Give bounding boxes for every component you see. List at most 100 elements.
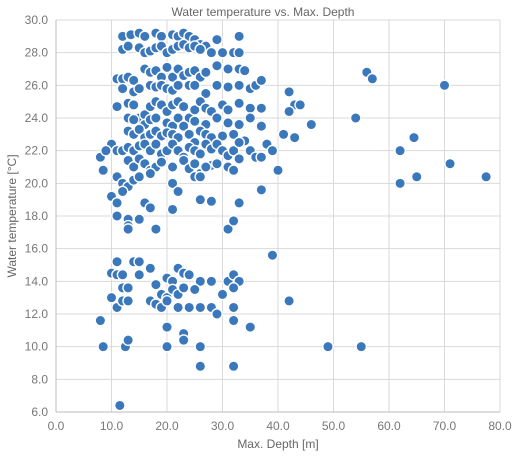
- data-point: [244, 321, 257, 333]
- data-point: [122, 281, 135, 294]
- data-point: [188, 79, 201, 92]
- data-point: [122, 40, 135, 53]
- data-point: [233, 46, 246, 59]
- data-point: [199, 161, 212, 173]
- data-point: [97, 340, 110, 353]
- data-point: [277, 128, 290, 141]
- data-point: [233, 197, 246, 209]
- data-point: [205, 46, 218, 59]
- data-point: [244, 112, 257, 124]
- data-point: [444, 157, 456, 170]
- data-point: [177, 120, 190, 133]
- data-point: [194, 193, 207, 206]
- data-point: [161, 340, 173, 353]
- data-point: [122, 334, 135, 347]
- data-point: [144, 167, 157, 180]
- y-tick-label: 30.0: [25, 13, 49, 27]
- y-axis-title: Water temperature [°C]: [5, 154, 19, 277]
- data-point: [133, 268, 146, 281]
- x-tick-label: 50.0: [322, 419, 346, 433]
- y-tick-label: 10.0: [25, 340, 49, 354]
- data-point: [166, 203, 179, 216]
- data-point: [199, 66, 212, 79]
- data-point: [255, 120, 268, 133]
- data-point: [133, 123, 146, 136]
- data-point: [183, 128, 196, 141]
- data-point: [116, 268, 129, 281]
- data-point: [205, 195, 218, 208]
- data-point: [408, 131, 420, 144]
- data-point: [166, 177, 179, 190]
- data-point: [161, 61, 173, 74]
- data-point: [172, 301, 185, 314]
- data-point: [233, 79, 246, 92]
- data-point: [97, 164, 110, 177]
- y-tick-label: 8.0: [31, 372, 48, 386]
- data-point: [172, 185, 185, 198]
- data-point: [438, 79, 451, 92]
- data-point: [266, 144, 279, 157]
- data-points: [94, 27, 493, 412]
- data-point: [227, 301, 240, 314]
- data-point: [144, 201, 157, 214]
- data-point: [161, 295, 173, 307]
- y-tick-label: 20.0: [25, 176, 49, 190]
- data-point: [127, 99, 140, 111]
- x-tick-label: 20.0: [155, 419, 179, 433]
- data-point: [133, 82, 146, 95]
- data-point: [244, 102, 257, 115]
- data-point: [255, 183, 268, 196]
- data-point: [116, 82, 129, 95]
- data-point: [177, 334, 190, 347]
- data-point: [172, 79, 185, 92]
- x-tick-label: 0.0: [48, 419, 65, 433]
- x-tick-label: 80.0: [488, 419, 512, 433]
- y-tick-label: 12.0: [25, 307, 49, 321]
- data-point: [111, 100, 123, 113]
- data-point: [205, 275, 218, 288]
- data-point: [216, 46, 229, 59]
- data-point: [255, 74, 268, 87]
- data-point: [233, 30, 246, 43]
- data-point: [233, 152, 246, 165]
- data-point: [222, 63, 234, 75]
- data-point: [227, 214, 240, 227]
- data-point: [177, 281, 190, 294]
- data-point: [222, 117, 234, 129]
- data-point: [199, 87, 212, 100]
- data-point: [127, 113, 140, 126]
- data-point: [366, 72, 379, 85]
- data-point: [266, 249, 279, 262]
- data-point: [194, 43, 207, 56]
- y-tick-label: 22.0: [25, 144, 49, 158]
- data-point: [183, 268, 196, 281]
- data-point: [149, 112, 162, 124]
- data-point: [111, 255, 123, 268]
- tick-labels: 0.0 10.0 20.0 30.0 40.0 50.0 60.0 70.0 80.0 6.0 8.…: [25, 13, 512, 433]
- data-point: [188, 115, 201, 128]
- y-tick-label: 28.0: [25, 46, 49, 60]
- data-point: [111, 197, 123, 209]
- data-point: [172, 112, 185, 124]
- data-point: [255, 102, 268, 115]
- data-point: [283, 295, 295, 307]
- data-point: [133, 255, 146, 268]
- data-point: [133, 213, 146, 226]
- data-point: [233, 118, 246, 131]
- data-point: [238, 64, 251, 77]
- data-point: [127, 74, 140, 87]
- data-point: [255, 151, 268, 164]
- data-point: [144, 262, 157, 275]
- data-point: [161, 321, 173, 333]
- y-tick-label: 26.0: [25, 78, 49, 92]
- data-point: [394, 144, 406, 157]
- data-point: [133, 170, 146, 183]
- data-point: [288, 131, 301, 144]
- data-point: [222, 223, 234, 235]
- y-tick-label: 14.0: [25, 274, 49, 288]
- data-point: [211, 33, 223, 46]
- data-point: [194, 170, 207, 183]
- data-point: [211, 308, 223, 320]
- data-point: [113, 399, 126, 412]
